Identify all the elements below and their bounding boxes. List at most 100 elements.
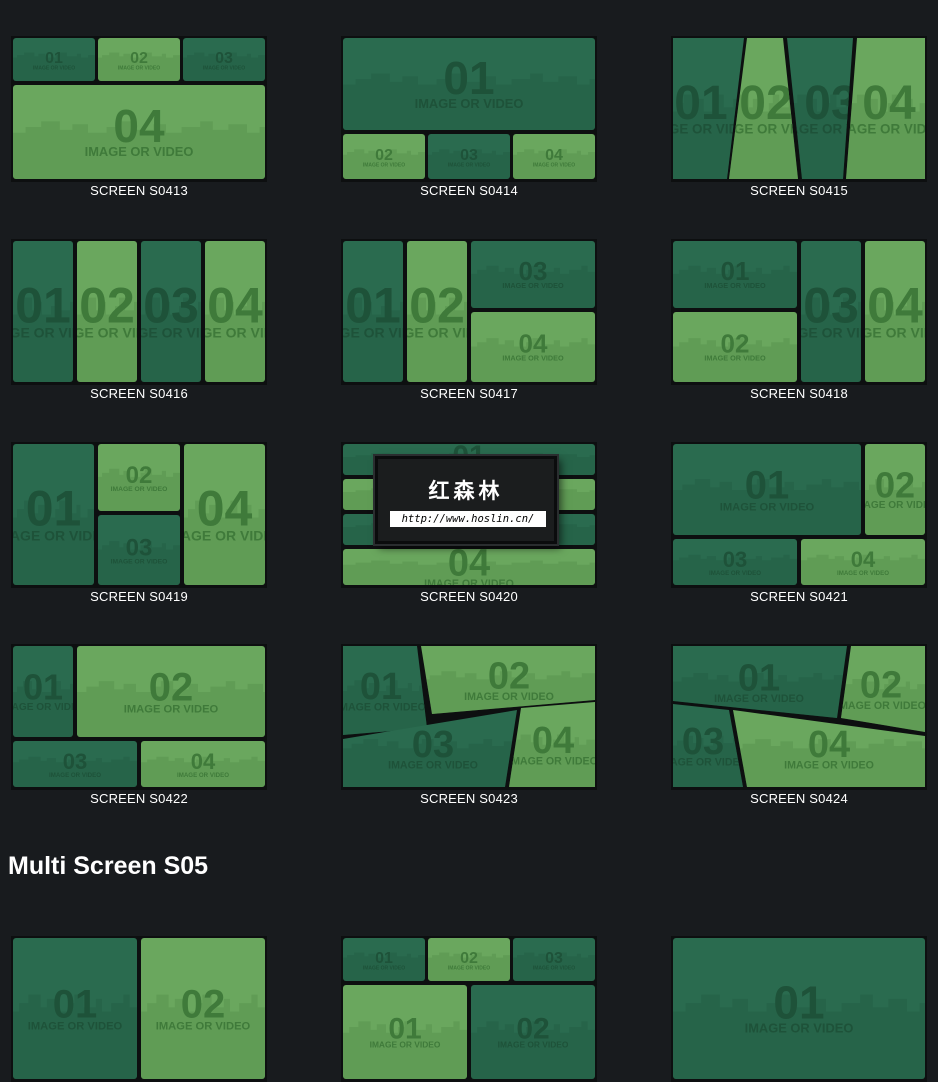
panel-label: IMAGE OR VIDEO (784, 759, 874, 771)
panel-number: 03 (460, 147, 478, 164)
panel-label: IMAGE OR VIDEO (363, 966, 405, 972)
panel-label: IMAGE OR VIDEO (203, 66, 245, 72)
panel-label: IMAGE OR VIDEO (498, 1040, 569, 1050)
screen-caption: SCREEN S0418 (750, 386, 848, 401)
panel-label: IMAGE OR VIDEO (720, 501, 815, 513)
screen-card-s0414[interactable]: 01 IMAGE OR VIDEO 02 IMAGE OR VIDEO 03 IMAGE … (341, 36, 597, 198)
panel-label: IMAGE OR VIDEO (533, 966, 575, 972)
screen-card-s0413[interactable]: 01 IMAGE OR VIDEO 02 IMAGE OR VIDEO 03 IMAGE … (11, 36, 267, 198)
section-title: Multi Screen S05 (8, 852, 209, 880)
screen-card-s0423[interactable]: 01 IMAGE OR VIDEO 02 IMAGE OR VIDEO 03 IMAGE … (341, 644, 597, 806)
screen-card-s0501[interactable]: 01 IMAGE OR VIDEO 02 IMAGE OR VIDEO (11, 936, 267, 1082)
panel-number: 02 (409, 278, 465, 334)
panel-label: IMAGE OR VIDEO (11, 528, 113, 544)
panel-number: 03 (723, 547, 747, 572)
panel-label: IMAGE OR VIDEO (709, 570, 761, 577)
panel-number: 02 (721, 329, 750, 359)
panel-label: IMAGE OR VIDEO (464, 691, 554, 703)
panel-label: IMAGE OR VIDEO (774, 121, 887, 136)
panel-label: IMAGE OR VIDEO (112, 325, 230, 341)
panel-number: 03 (143, 278, 199, 334)
panel-number: 04 (519, 329, 548, 359)
panel-number: 04 (545, 147, 563, 164)
panel-label: IMAGE OR VIDEO (671, 756, 748, 768)
panel-number: 03 (519, 256, 548, 286)
panel-number: 02 (126, 462, 153, 489)
panel-label: IMAGE OR VIDEO (745, 1020, 854, 1035)
panel-label: IMAGE OR VIDEO (709, 121, 822, 136)
panel-number: 04 (113, 100, 165, 152)
panel-number: 03 (804, 77, 857, 130)
panel-number: 01 (375, 950, 393, 967)
panel-label: IMAGE OR VIDEO (33, 66, 75, 72)
panel-number: 01 (745, 463, 790, 507)
panel-label: IMAGE OR VIDEO (388, 759, 478, 771)
panel-number: 03 (803, 278, 859, 334)
panel-label: IMAGE OR VIDEO (378, 325, 496, 341)
panel-number: 04 (851, 547, 876, 572)
panel-number: 03 (63, 749, 87, 774)
panel-label: IMAGE OR VIDEO (837, 570, 889, 577)
panel-label: IMAGE OR VIDEO (852, 500, 927, 511)
panel-number: 04 (808, 724, 850, 766)
screen-card-s0418[interactable]: 01 IMAGE OR VIDEO 02 IMAGE OR VIDEO 03 IMAGE … (671, 239, 927, 401)
panel-label: IMAGE OR VIDEO (370, 1040, 441, 1050)
panel-label: IMAGE OR VIDEO (11, 325, 102, 341)
panel-number: 02 (488, 655, 530, 697)
watermark-overlay: 红森林 http://www.hoslin.cn/ (375, 456, 557, 544)
panel-label: IMAGE OR VIDEO (772, 325, 890, 341)
panel-number: 04 (207, 278, 263, 334)
panel-label: IMAGE OR VIDEO (111, 558, 168, 565)
panel-number: 02 (860, 664, 902, 706)
panel-label: IMAGE OR VIDEO (415, 96, 524, 111)
panel-label: IMAGE OR VIDEO (28, 1020, 123, 1032)
panel-number: 01 (738, 657, 780, 699)
panel-number: 02 (375, 147, 393, 164)
screen-card-s0503[interactable]: 01 IMAGE OR VIDEO (671, 936, 927, 1082)
screen-caption: SCREEN S0414 (420, 183, 518, 198)
panel-number: 03 (682, 721, 724, 763)
screen-caption: SCREEN S0422 (90, 791, 188, 806)
panel-number: 01 (23, 666, 63, 707)
screen-caption: SCREEN S0419 (90, 589, 188, 604)
panel-label: IMAGE OR VIDEO (49, 772, 101, 779)
screen-caption: SCREEN S0415 (750, 183, 848, 198)
panel-label: IMAGE OR VIDEO (165, 528, 267, 544)
panel-number: 04 (862, 77, 916, 130)
screen-caption: SCREEN S0413 (90, 183, 188, 198)
screen-card-s0502[interactable]: 01 IMAGE OR VIDEO 02 IMAGE OR VIDEO 03 IMAGE … (341, 936, 597, 1082)
panel-label: IMAGE OR VIDEO (508, 755, 597, 767)
